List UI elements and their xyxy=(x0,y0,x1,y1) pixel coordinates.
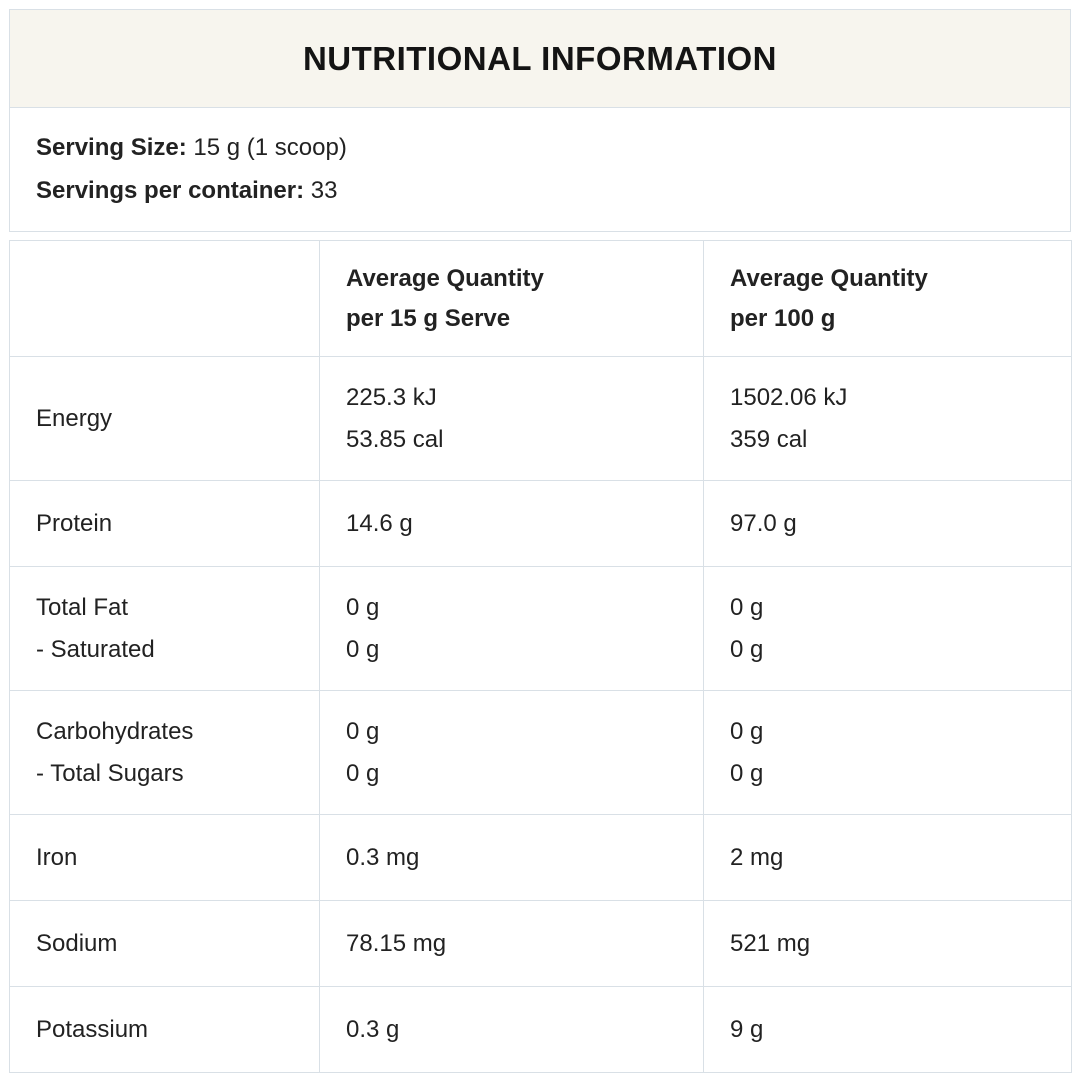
total-fat-nutrient-line: - Saturated xyxy=(36,635,155,663)
iron-per-100g-cell: 2 mg xyxy=(703,814,1072,901)
protein-per-100g-cell: 97.0 g xyxy=(703,480,1072,567)
iron-per-serve-cell: 0.3 mg xyxy=(319,814,704,901)
protein-nutrient-line: Protein xyxy=(36,509,113,537)
col-header-per-serve-line: Average Quantity xyxy=(346,264,544,292)
nutrition-table: Average Quantity per 15 g Serve Average Qu… xyxy=(9,240,1072,1073)
col-header-per-serve-line: per 15 g Serve xyxy=(346,304,511,332)
col-header-per-serve: Average Quantity per 15 g Serve xyxy=(319,240,704,357)
energy-per-serve-line: 53.85 cal xyxy=(346,425,444,453)
potassium-per-serve-cell: 0.3 g xyxy=(319,986,704,1073)
servings-per-container-value: 33 xyxy=(304,177,338,204)
sodium-row: Sodium 78.15 mg 521 mg xyxy=(9,900,1072,987)
carbohydrates-row: Carbohydrates - Total Sugars 0 g 0 g 0 g 0 g xyxy=(9,690,1072,815)
sodium-per-100g-cell: 521 mg xyxy=(703,900,1072,987)
potassium-per-100g-line: 9 g xyxy=(730,1015,764,1043)
carbohydrates-per-100g-cell: 0 g 0 g xyxy=(703,690,1072,815)
total-fat-per-100g-line: 0 g xyxy=(730,635,764,663)
col-header-per-100g-line: Average Quantity xyxy=(730,264,928,292)
carbohydrates-nutrient-line: Carbohydrates xyxy=(36,717,194,745)
potassium-per-100g-cell: 9 g xyxy=(703,986,1072,1073)
col-header-nutrient xyxy=(9,240,320,357)
nutrition-table-body: Energy 225.3 kJ 53.85 cal 1502.06 kJ 359 cal… xyxy=(9,356,1072,1073)
nutrition-panel: NUTRITIONAL INFORMATION Serving Size: 15… xyxy=(9,9,1072,1073)
total-fat-per-100g-line: 0 g xyxy=(730,593,764,621)
carbohydrates-nutrient-cell: Carbohydrates - Total Sugars xyxy=(9,690,320,815)
protein-per-100g-line: 97.0 g xyxy=(730,509,797,537)
sodium-nutrient-cell: Sodium xyxy=(9,900,320,987)
energy-per-100g-line: 359 cal xyxy=(730,425,808,453)
iron-per-100g-line: 2 mg xyxy=(730,843,784,871)
energy-nutrient-cell: Energy xyxy=(9,356,320,481)
col-header-per-100g: Average Quantity per 100 g xyxy=(703,240,1072,357)
potassium-nutrient-line: Potassium xyxy=(36,1015,149,1043)
potassium-nutrient-cell: Potassium xyxy=(9,986,320,1073)
serving-size-line: Serving Size: 15 g (1 scoop) xyxy=(36,126,1050,169)
carbohydrates-per-100g-line: 0 g xyxy=(730,759,764,787)
energy-per-100g-line: 1502.06 kJ xyxy=(730,383,848,411)
serving-size-label: Serving Size: xyxy=(36,134,187,161)
col-header-per-100g-line: per 100 g xyxy=(730,304,836,332)
energy-nutrient-line: Energy xyxy=(36,404,113,432)
column-header-row: Average Quantity per 15 g Serve Average Qu… xyxy=(9,240,1072,357)
sodium-per-serve-cell: 78.15 mg xyxy=(319,900,704,987)
serving-info: Serving Size: 15 g (1 scoop) Servings per… xyxy=(9,107,1071,232)
total-fat-nutrient-cell: Total Fat - Saturated xyxy=(9,566,320,691)
total-fat-per-100g-cell: 0 g 0 g xyxy=(703,566,1072,691)
potassium-per-serve-line: 0.3 g xyxy=(346,1015,400,1043)
sodium-nutrient-line: Sodium xyxy=(36,929,118,957)
carbohydrates-per-serve-line: 0 g xyxy=(346,717,380,745)
nutrition-table-head: Average Quantity per 15 g Serve Average Qu… xyxy=(9,240,1072,357)
total-fat-per-serve-line: 0 g xyxy=(346,593,380,621)
servings-per-container-label: Servings per container: xyxy=(36,177,305,204)
sodium-per-serve-line: 78.15 mg xyxy=(346,929,447,957)
panel-header: NUTRITIONAL INFORMATION xyxy=(9,9,1071,108)
total-fat-row: Total Fat - Saturated 0 g 0 g 0 g 0 g xyxy=(9,566,1072,691)
protein-per-serve-line: 14.6 g xyxy=(346,509,413,537)
sodium-per-100g-line: 521 mg xyxy=(730,929,811,957)
carbohydrates-nutrient-line: - Total Sugars xyxy=(36,759,184,787)
iron-nutrient-line: Iron xyxy=(36,843,78,871)
energy-per-serve-line: 225.3 kJ xyxy=(346,383,437,411)
protein-row: Protein 14.6 g 97.0 g xyxy=(9,480,1072,567)
protein-per-serve-cell: 14.6 g xyxy=(319,480,704,567)
iron-nutrient-cell: Iron xyxy=(9,814,320,901)
total-fat-per-serve-cell: 0 g 0 g xyxy=(319,566,704,691)
energy-per-serve-cell: 225.3 kJ 53.85 cal xyxy=(319,356,704,481)
serving-size-value: 15 g (1 scoop) xyxy=(186,134,347,161)
protein-nutrient-cell: Protein xyxy=(9,480,320,567)
panel-title: NUTRITIONAL INFORMATION xyxy=(302,39,778,77)
total-fat-per-serve-line: 0 g xyxy=(346,635,380,663)
servings-per-container-line: Servings per container: 33 xyxy=(36,169,1050,212)
iron-row: Iron 0.3 mg 2 mg xyxy=(9,814,1072,901)
total-fat-nutrient-line: Total Fat xyxy=(36,593,129,621)
carbohydrates-per-serve-cell: 0 g 0 g xyxy=(319,690,704,815)
iron-per-serve-line: 0.3 mg xyxy=(346,843,420,871)
energy-row: Energy 225.3 kJ 53.85 cal 1502.06 kJ 359 cal xyxy=(9,356,1072,481)
carbohydrates-per-serve-line: 0 g xyxy=(346,759,380,787)
potassium-row: Potassium 0.3 g 9 g xyxy=(9,986,1072,1073)
energy-per-100g-cell: 1502.06 kJ 359 cal xyxy=(703,356,1072,481)
carbohydrates-per-100g-line: 0 g xyxy=(730,717,764,745)
